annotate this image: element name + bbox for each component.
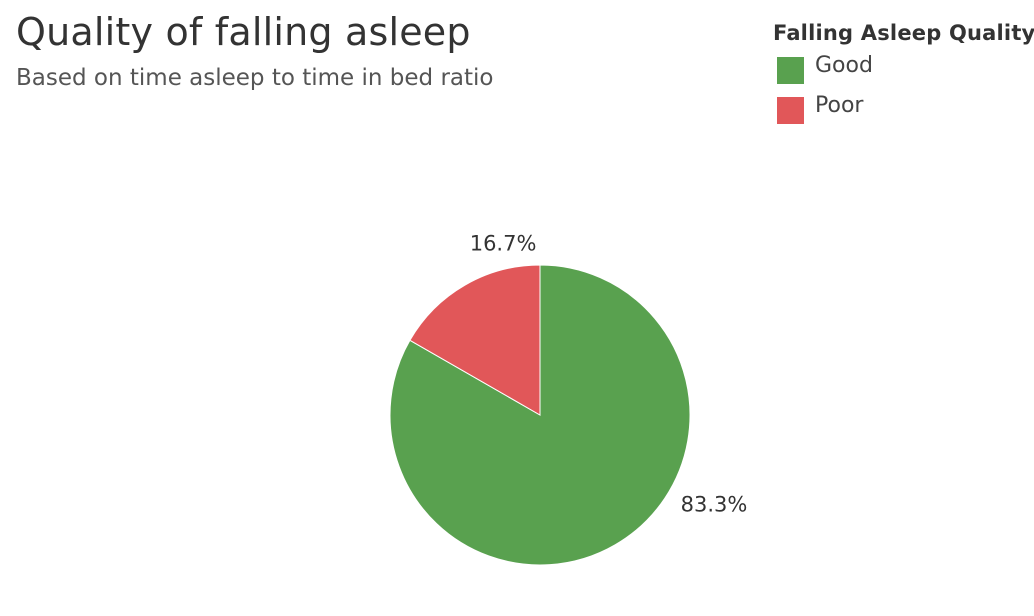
chart-subtitle: Based on time asleep to time in bed rati… — [16, 65, 494, 91]
legend: Falling Asleep Quality Good Poor — [773, 21, 1034, 128]
legend-title: Falling Asleep Quality — [773, 21, 1034, 45]
chart-title: Quality of falling asleep — [16, 10, 471, 54]
legend-label-good: Good — [815, 53, 873, 78]
pie-label-good: 83.3% — [681, 492, 748, 516]
pie-label-poor: 16.7% — [470, 232, 537, 256]
legend-item-good[interactable]: Good — [773, 48, 1028, 88]
pie-slice-poor[interactable] — [409, 264, 541, 416]
legend-label-poor: Poor — [815, 93, 864, 118]
legend-swatch-good — [777, 57, 804, 84]
legend-swatch-poor — [777, 97, 804, 124]
legend-item-poor[interactable]: Poor — [773, 88, 1028, 128]
